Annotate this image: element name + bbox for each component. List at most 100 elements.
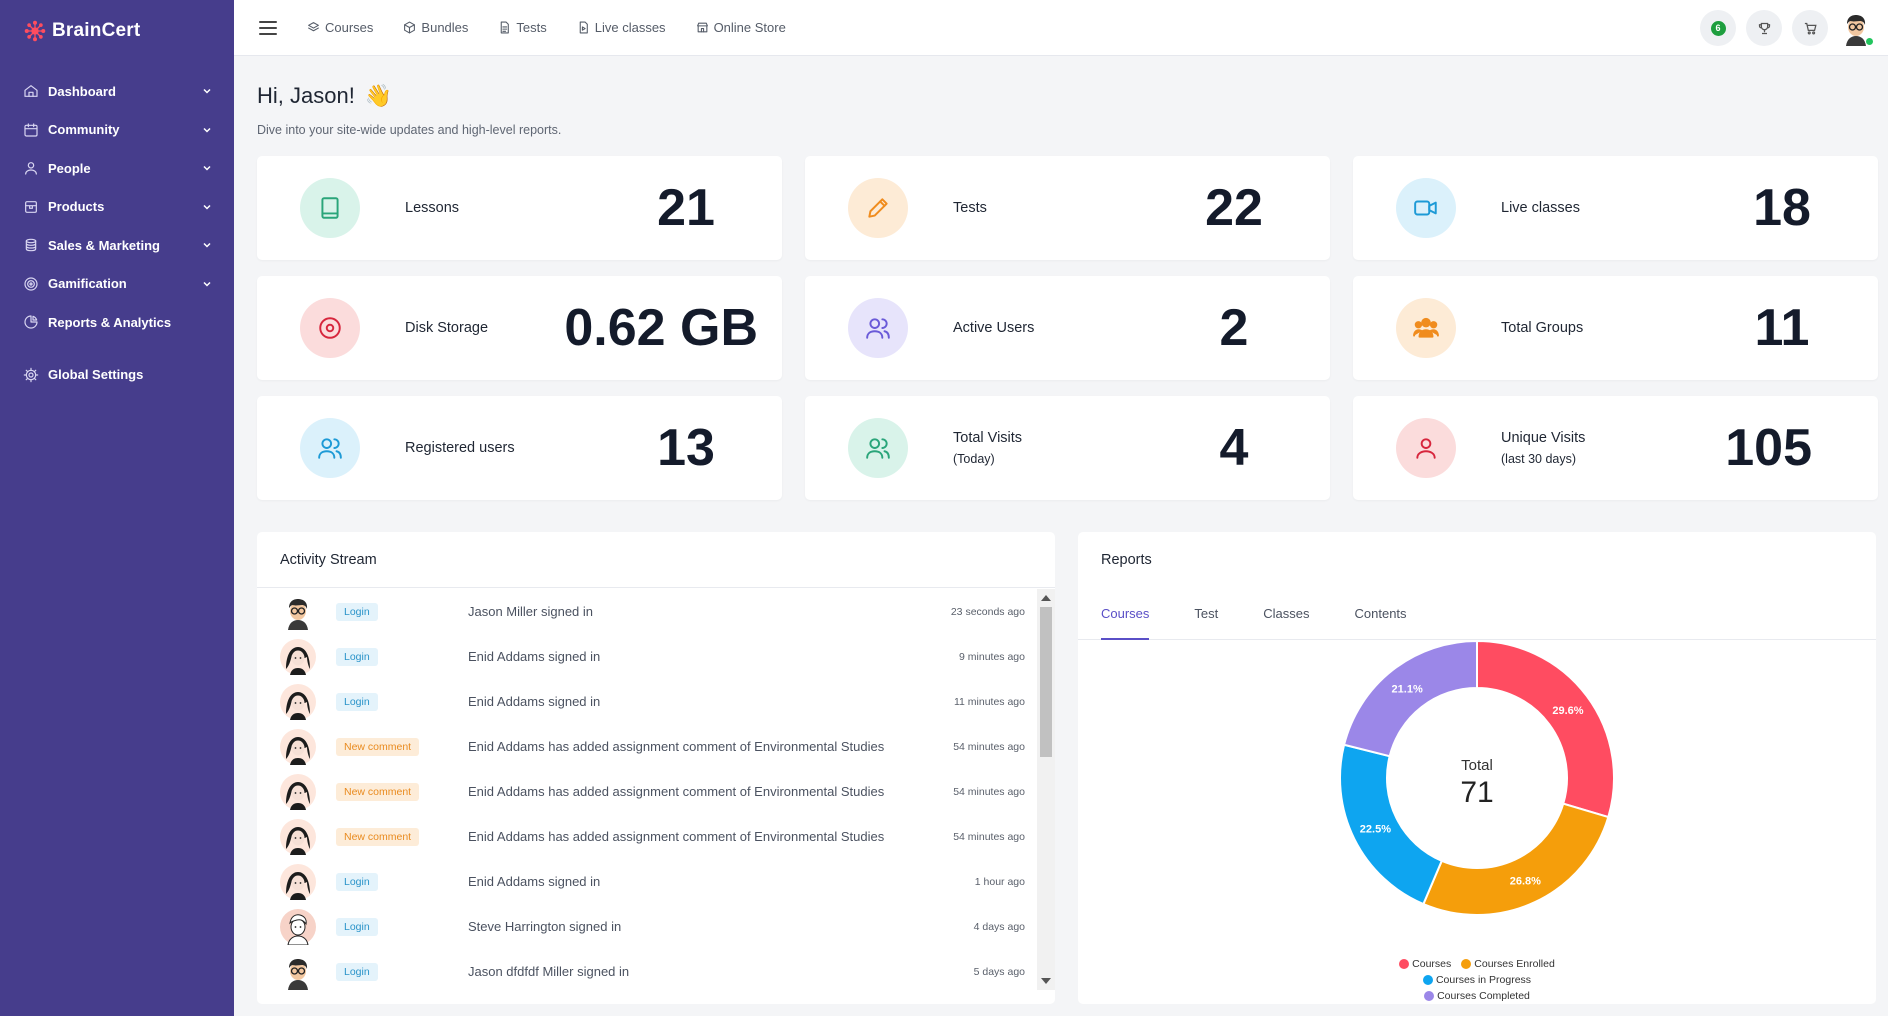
sidebar-item-label: People: [48, 160, 91, 176]
stat-value: 0.62 GB: [564, 299, 758, 357]
scroll-down-icon[interactable]: [1041, 978, 1051, 984]
legend-item[interactable]: Courses Completed: [1424, 990, 1530, 1002]
activity-text: Enid Addams has added assignment comment…: [468, 784, 885, 799]
activity-row[interactable]: Login Enid Addams signed in 1 hour ago: [257, 859, 1035, 904]
avatar-man-icon: [280, 953, 316, 990]
user-icon: [1416, 438, 1436, 459]
scroll-thumb[interactable]: [1040, 607, 1052, 757]
topnav-courses[interactable]: Courses: [307, 20, 373, 35]
stat-card-lessons[interactable]: Lessons 21: [257, 156, 782, 260]
sidebar-item-community[interactable]: Community: [0, 111, 234, 150]
donut-slice-courses-completed[interactable]: [1342, 639, 1478, 758]
stat-card-active-users[interactable]: Active Users 2: [805, 276, 1330, 380]
trophy-button[interactable]: [1746, 10, 1782, 46]
stat-card-total-groups[interactable]: Total Groups 11: [1353, 276, 1878, 380]
activity-tag: Login: [336, 602, 426, 621]
activity-scrollbar[interactable]: [1037, 589, 1055, 990]
stat-icon-circle: [848, 418, 908, 478]
activity-row[interactable]: Login Jason Miller signed in 23 seconds …: [257, 589, 1035, 634]
chevron-down-icon: [203, 127, 211, 133]
sidebar-item-people[interactable]: People: [0, 149, 234, 188]
coins-icon: [22, 236, 40, 254]
tab-courses[interactable]: Courses: [1101, 588, 1150, 640]
avatar-man-icon: [1838, 10, 1874, 46]
tab-contents[interactable]: Contents: [1354, 606, 1407, 621]
activity-row[interactable]: New comment Enid Addams has added assign…: [257, 814, 1035, 859]
donut-slice-label: 26.8%: [1510, 876, 1541, 888]
activity-tag-label: New comment: [336, 738, 420, 756]
stat-card-live-classes[interactable]: Live classes 18: [1353, 156, 1878, 260]
sidebar-item-dashboard[interactable]: Dashboard: [0, 72, 234, 111]
gear-icon: [22, 366, 40, 384]
stat-value: 22: [1205, 179, 1263, 237]
avatar-steve-icon: [280, 908, 316, 945]
legend-dot: [1422, 975, 1433, 985]
stat-value: 4: [1219, 419, 1249, 477]
sidebar-item-products[interactable]: Products: [0, 188, 234, 227]
brand-logo[interactable]: BrainCert: [0, 0, 234, 62]
legend-item[interactable]: Courses in Progress: [1422, 974, 1532, 986]
activity-row[interactable]: New comment Enid Addams has added assign…: [257, 724, 1035, 769]
menu-toggle-icon[interactable]: [259, 20, 277, 35]
tab-test[interactable]: Test: [1194, 606, 1219, 621]
stat-label: Registered users: [405, 440, 515, 456]
donut-chart: 29.6% 26.8% 22.5% 21.1% Total 71: [1339, 639, 1615, 916]
activity-row[interactable]: New comment Enid Addams has added assign…: [257, 769, 1035, 814]
activity-tag: New comment: [336, 737, 426, 756]
topnav-bundles[interactable]: Bundles: [403, 20, 468, 35]
user-avatar[interactable]: [1838, 10, 1874, 46]
box-icon: [22, 198, 40, 216]
activity-time: 54 minutes ago: [953, 740, 1025, 753]
activity-row[interactable]: Login Steve Harrington signed in 4 days …: [257, 904, 1035, 949]
activity-tag: Login: [336, 692, 426, 711]
activity-avatar: [280, 908, 316, 945]
stat-icon-circle: [300, 298, 360, 358]
topnav-label: Online Store: [713, 20, 786, 35]
activity-row[interactable]: Login Jason dfdfdf Miller signed in 5 da…: [257, 949, 1035, 994]
calendar-icon: [22, 121, 40, 139]
legend-label: Courses in Progress: [1435, 974, 1532, 986]
cart-button[interactable]: [1792, 10, 1828, 46]
sidebar-item-sales-marketing[interactable]: Sales & Marketing: [0, 226, 234, 265]
donut-slice-courses-enrolled[interactable]: [1422, 802, 1610, 916]
sidebar-item-reports-analytics[interactable]: Reports & Analytics: [0, 303, 234, 342]
stat-label: Live classes: [1501, 200, 1580, 216]
users-icon: [318, 438, 342, 459]
stat-card-total-visits[interactable]: Total Visits (Today) 4: [805, 396, 1330, 500]
reports-panel: Reports Courses Test Classes Contents 29.6%…: [1078, 532, 1876, 1004]
legend-item[interactable]: Courses Enrolled: [1461, 958, 1555, 970]
notifications-button[interactable]: 6: [1700, 10, 1736, 46]
chart-legend: Courses Courses Enrolled Courses in Progre…: [1078, 958, 1876, 1002]
avatar-woman-icon: [280, 773, 316, 810]
stat-card-tests[interactable]: Tests 22: [805, 156, 1330, 260]
page-subtitle: Dive into your site-wide updates and hig…: [257, 123, 562, 137]
chevron-down-icon: [203, 89, 211, 94]
sidebar-item-global-settings[interactable]: Global Settings: [0, 356, 234, 395]
chevron-down-icon: [203, 166, 211, 171]
legend-item[interactable]: Courses: [1399, 958, 1451, 970]
topnav-live-classes[interactable]: Live classes: [577, 20, 666, 35]
activity-text: Enid Addams has added assignment comment…: [468, 739, 885, 754]
sidebar-item-gamification[interactable]: Gamification: [0, 265, 234, 304]
topnav-online-store[interactable]: Online Store: [696, 20, 786, 35]
activity-row[interactable]: Login Enid Addams signed in 11 minutes a…: [257, 679, 1035, 724]
stat-card-registered-users[interactable]: Registered users 13: [257, 396, 782, 500]
tab-classes[interactable]: Classes: [1263, 606, 1310, 621]
sidebar-item-label: Gamification: [48, 276, 127, 292]
stat-label-group: Total Groups: [1501, 276, 1583, 380]
sidebar-item-label: Dashboard: [48, 83, 116, 99]
avatar-woman-icon: [280, 638, 316, 675]
scroll-up-icon[interactable]: [1041, 595, 1051, 601]
activity-avatar: [280, 953, 316, 990]
sidebar-item-label: Products: [48, 199, 105, 215]
video-camera-icon: [1414, 200, 1437, 216]
home-icon-glyph: [24, 85, 38, 98]
stat-card-unique-visits[interactable]: Unique Visits (last 30 days) 105: [1353, 396, 1878, 500]
stat-card-disk-storage[interactable]: Disk Storage 0.62 GB: [257, 276, 782, 380]
stat-icon-circle: [300, 178, 360, 238]
donut-center-value: 71: [1460, 776, 1493, 809]
donut-slice-courses[interactable]: [1476, 639, 1615, 819]
topnav-tests[interactable]: Tests: [498, 20, 547, 35]
donut-chart-container: 29.6% 26.8% 22.5% 21.1% Total 71: [1078, 639, 1876, 1004]
activity-row[interactable]: Login Enid Addams signed in 9 minutes ag…: [257, 634, 1035, 679]
